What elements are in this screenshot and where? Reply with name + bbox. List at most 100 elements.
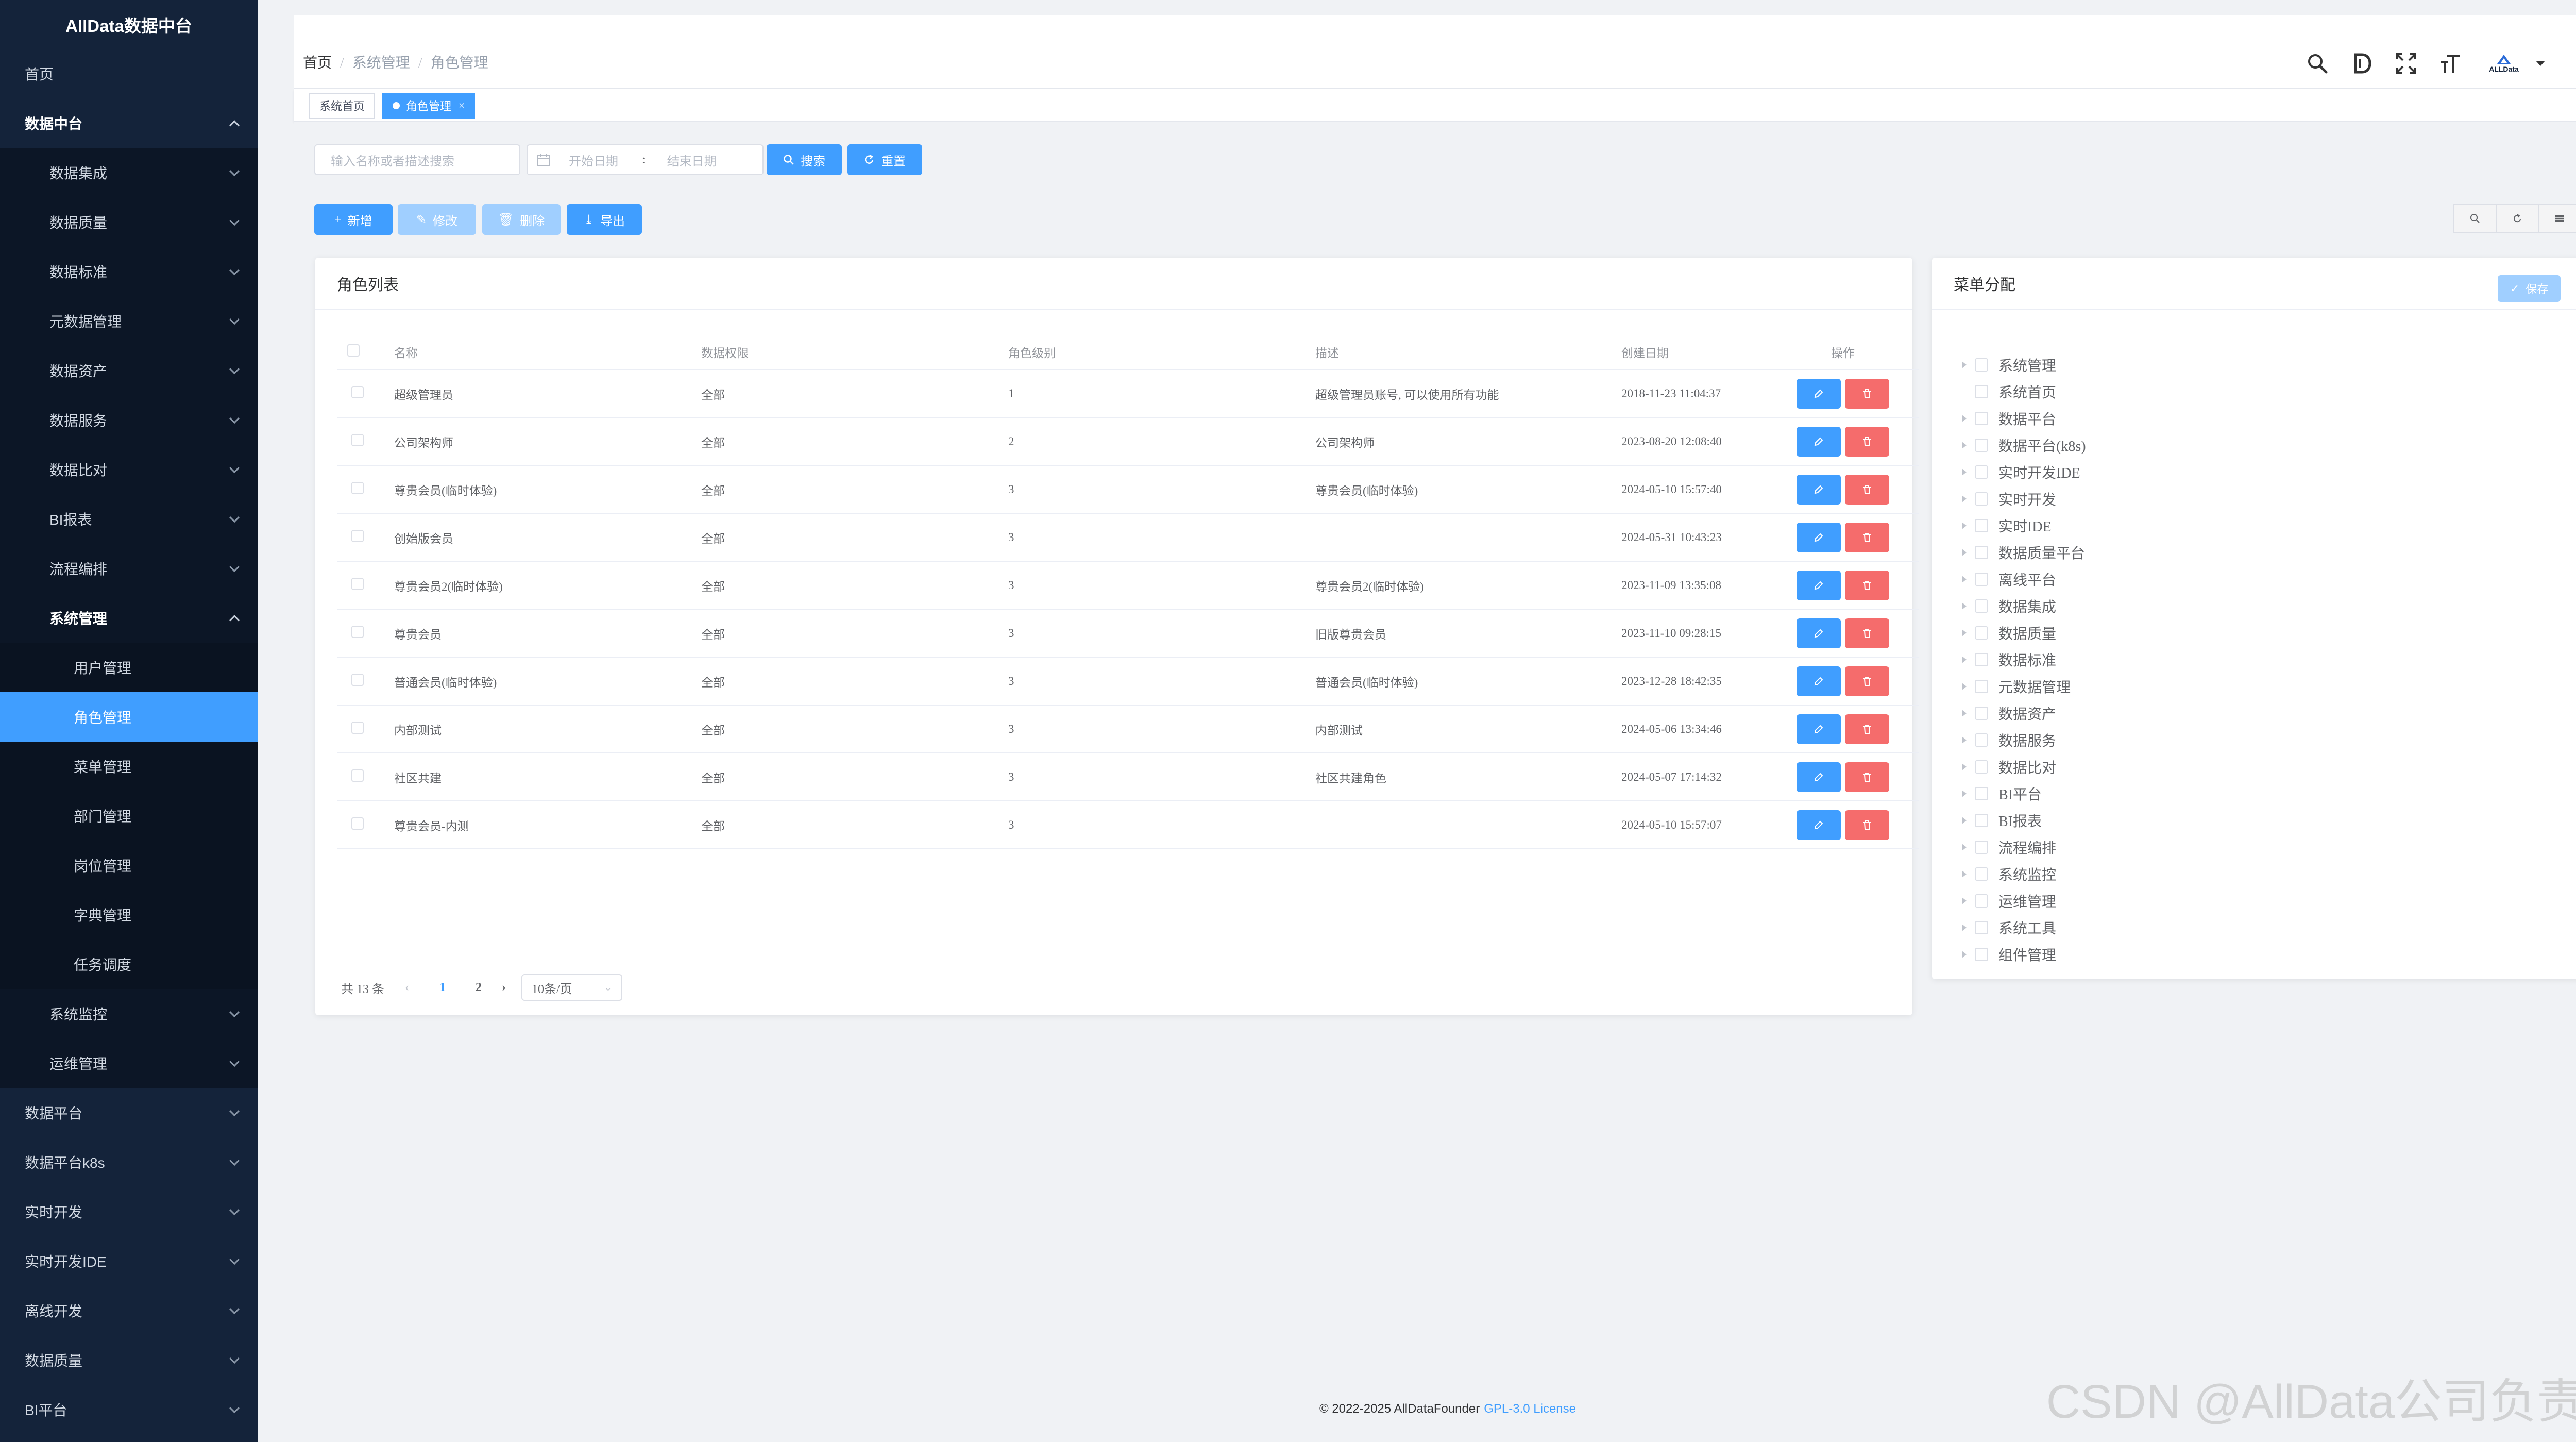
row-checkbox[interactable] <box>351 481 364 494</box>
tree-checkbox[interactable] <box>1975 680 1988 693</box>
tree-node[interactable]: 离线平台 <box>1962 566 2086 593</box>
column-header-level[interactable]: 角色级别 <box>1008 335 1315 370</box>
tree-node[interactable]: 流程编排 <box>1962 834 2086 861</box>
tree-checkbox[interactable] <box>1975 760 1988 774</box>
edit-row-button[interactable] <box>1797 522 1841 552</box>
page-size-select[interactable]: 10条/页 ⌄ <box>521 974 622 1001</box>
caret-right-icon[interactable] <box>1962 897 1967 904</box>
search-icon[interactable] <box>2306 52 2329 75</box>
avatar-dropdown-caret-icon[interactable] <box>2536 61 2545 66</box>
tree-checkbox[interactable] <box>1975 546 1988 559</box>
edit-row-button[interactable] <box>1797 618 1841 648</box>
page-2[interactable]: 2 <box>476 980 482 994</box>
toggle-search-button[interactable] <box>2453 204 2497 233</box>
row-checkbox[interactable] <box>351 433 364 446</box>
tree-checkbox[interactable] <box>1975 733 1988 747</box>
sidebar-item[interactable]: 数据集成 <box>0 148 258 197</box>
caret-right-icon[interactable] <box>1962 710 1967 717</box>
tree-node[interactable]: 数据标准 <box>1962 646 2086 673</box>
delete-role-button[interactable]: 🗑 删除 <box>482 204 561 235</box>
row-checkbox[interactable] <box>351 625 364 638</box>
tree-node[interactable]: 数据质量平台 <box>1962 539 2086 566</box>
tree-checkbox[interactable] <box>1975 385 1988 398</box>
delete-row-button[interactable] <box>1845 762 1889 792</box>
add-role-button[interactable]: + 新增 <box>314 204 393 235</box>
tree-node[interactable]: 数据资产 <box>1962 700 2086 727</box>
caret-right-icon[interactable] <box>1962 549 1967 556</box>
tree-node[interactable]: 组件管理 <box>1962 941 2086 968</box>
row-checkbox[interactable] <box>351 721 364 734</box>
caret-right-icon[interactable] <box>1962 522 1967 529</box>
edit-row-button[interactable] <box>1797 810 1841 840</box>
fullscreen-icon[interactable] <box>2395 52 2417 75</box>
sidebar-item[interactable]: 数据平台k8s <box>0 1137 258 1187</box>
edit-role-button[interactable]: ✎ 修改 <box>398 204 476 235</box>
sidebar-item[interactable]: 系统监控 <box>0 989 258 1038</box>
breadcrumb-system[interactable]: 系统管理 <box>352 55 410 71</box>
caret-right-icon[interactable] <box>1962 790 1967 797</box>
refresh-button[interactable] <box>2496 204 2539 233</box>
row-checkbox[interactable] <box>351 385 364 398</box>
sidebar-item[interactable]: 任务调度 <box>0 940 258 989</box>
sidebar-item[interactable]: 离线开发 <box>0 1286 258 1335</box>
sidebar-item[interactable]: 数据资产 <box>0 346 258 395</box>
sidebar-item[interactable]: 岗位管理 <box>0 841 258 890</box>
start-date-input[interactable]: 开始日期 <box>569 155 618 169</box>
column-header-description[interactable]: 描述 <box>1315 335 1621 370</box>
sidebar-item[interactable]: 角色管理 <box>0 692 258 742</box>
caret-right-icon[interactable] <box>1962 495 1967 502</box>
sidebar-item[interactable]: BI平台 <box>0 1385 258 1434</box>
tree-checkbox[interactable] <box>1975 653 1988 666</box>
tree-node[interactable]: BI平台 <box>1962 780 2086 807</box>
delete-row-button[interactable] <box>1845 666 1889 696</box>
table-row[interactable]: 尊贵会员-内测 全部 3 2024-05-10 15:57:07 <box>337 801 1919 849</box>
tree-checkbox[interactable] <box>1975 358 1988 372</box>
table-row[interactable]: 尊贵会员 全部 3 旧版尊贵会员 2023-11-10 09:28:15 <box>337 609 1919 658</box>
next-page-icon[interactable]: › <box>502 980 506 994</box>
edit-row-button[interactable] <box>1797 378 1841 409</box>
tree-checkbox[interactable] <box>1975 626 1988 640</box>
row-checkbox[interactable] <box>351 769 364 782</box>
table-row[interactable]: 超级管理员 全部 1 超级管理员账号, 可以使用所有功能 2018-11-23 11:0… <box>337 370 1919 418</box>
tree-node[interactable]: 实时开发 <box>1962 485 2086 512</box>
tree-checkbox[interactable] <box>1975 921 1988 934</box>
tree-node[interactable]: 实时开发IDE <box>1962 459 2086 485</box>
tree-checkbox[interactable] <box>1975 412 1988 425</box>
table-row[interactable]: 尊贵会员2(临时体验) 全部 3 尊贵会员2(临时体验) 2023-11-09 13:3… <box>337 561 1919 610</box>
tree-checkbox[interactable] <box>1975 439 1988 452</box>
delete-row-button[interactable] <box>1845 714 1889 744</box>
end-date-input[interactable]: 结束日期 <box>667 155 717 169</box>
edit-row-button[interactable] <box>1797 762 1841 792</box>
tree-node[interactable]: 元数据管理 <box>1962 673 2086 700</box>
license-link[interactable]: GPL-3.0 License <box>1484 1402 1576 1416</box>
sidebar-item[interactable]: 流程编排 <box>0 544 258 593</box>
select-all-checkbox[interactable] <box>347 344 360 357</box>
sidebar-item[interactable]: 数据平台 <box>0 1088 258 1137</box>
tree-node[interactable]: 系统首页 <box>1962 378 2086 405</box>
font-size-icon[interactable] <box>2439 52 2462 75</box>
delete-row-button[interactable] <box>1845 522 1889 552</box>
column-header-name[interactable]: 名称 <box>394 335 701 370</box>
sidebar-item[interactable]: 首页 <box>0 49 258 98</box>
sidebar-item[interactable]: 数据质量 <box>0 197 258 247</box>
row-checkbox[interactable] <box>351 673 364 686</box>
columns-button[interactable] <box>2538 204 2576 233</box>
tag-role-management[interactable]: 角色管理 × <box>382 93 476 119</box>
caret-right-icon[interactable] <box>1962 656 1967 663</box>
close-icon[interactable]: × <box>459 99 465 112</box>
tag-system-home[interactable]: 系统首页 <box>309 93 376 119</box>
app-logo-title[interactable]: AllData数据中台 <box>65 16 192 36</box>
tree-checkbox[interactable] <box>1975 948 1988 961</box>
delete-row-button[interactable] <box>1845 570 1889 600</box>
tree-node[interactable]: 数据集成 <box>1962 593 2086 619</box>
table-row[interactable]: 社区共建 全部 3 社区共建角色 2024-05-07 17:14:32 <box>337 753 1919 801</box>
tree-checkbox[interactable] <box>1975 573 1988 586</box>
caret-right-icon[interactable] <box>1962 361 1967 368</box>
page-1[interactable]: 1 <box>439 980 446 994</box>
delete-row-button[interactable] <box>1845 378 1889 409</box>
tree-checkbox[interactable] <box>1975 707 1988 720</box>
sidebar-item[interactable]: BI报表 <box>0 494 258 544</box>
tree-node[interactable]: 数据平台(k8s) <box>1962 432 2086 459</box>
sidebar-item[interactable]: 实时开发IDE <box>0 1236 258 1286</box>
row-checkbox[interactable] <box>351 817 364 830</box>
